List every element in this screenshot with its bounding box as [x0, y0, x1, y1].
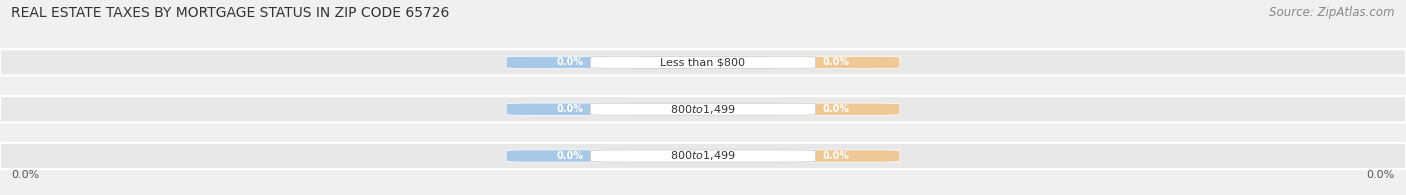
Text: 0.0%: 0.0% — [557, 57, 583, 67]
Text: $800 to $1,499: $800 to $1,499 — [671, 103, 735, 116]
FancyBboxPatch shape — [772, 150, 900, 162]
FancyBboxPatch shape — [0, 49, 1406, 75]
Text: 0.0%: 0.0% — [11, 170, 39, 181]
Text: REAL ESTATE TAXES BY MORTGAGE STATUS IN ZIP CODE 65726: REAL ESTATE TAXES BY MORTGAGE STATUS IN … — [11, 6, 450, 20]
Text: 0.0%: 0.0% — [823, 151, 849, 161]
Text: 0.0%: 0.0% — [1367, 170, 1395, 181]
Text: 0.0%: 0.0% — [823, 104, 849, 114]
FancyBboxPatch shape — [591, 56, 815, 68]
FancyBboxPatch shape — [506, 150, 634, 162]
Text: Source: ZipAtlas.com: Source: ZipAtlas.com — [1270, 6, 1395, 19]
FancyBboxPatch shape — [0, 143, 1406, 169]
Text: Less than $800: Less than $800 — [661, 57, 745, 67]
FancyBboxPatch shape — [772, 56, 900, 68]
FancyBboxPatch shape — [506, 56, 634, 68]
FancyBboxPatch shape — [591, 103, 815, 115]
Text: 0.0%: 0.0% — [823, 57, 849, 67]
Text: 0.0%: 0.0% — [557, 151, 583, 161]
FancyBboxPatch shape — [591, 150, 815, 162]
FancyBboxPatch shape — [772, 103, 900, 115]
FancyBboxPatch shape — [0, 96, 1406, 122]
Text: 0.0%: 0.0% — [557, 104, 583, 114]
FancyBboxPatch shape — [506, 103, 634, 115]
Text: $800 to $1,499: $800 to $1,499 — [671, 150, 735, 162]
